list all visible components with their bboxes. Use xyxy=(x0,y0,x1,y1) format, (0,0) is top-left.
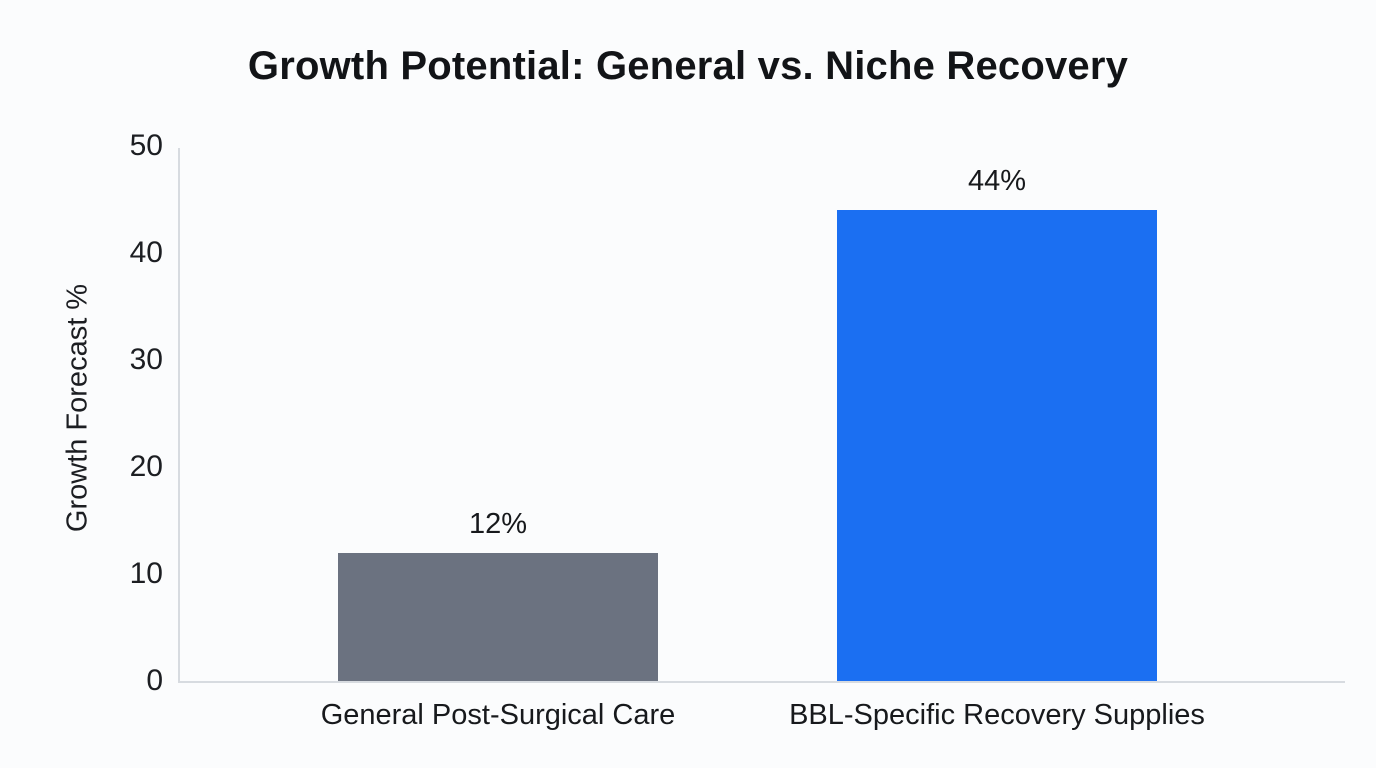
y-tick-label: 30 xyxy=(129,343,163,376)
bar xyxy=(338,552,658,681)
x-category-label: General Post-Surgical Care xyxy=(320,699,676,731)
chart-title: Growth Potential: General vs. Niche Reco… xyxy=(247,44,1129,88)
x-category-label: BBL-Specific Recovery Supplies xyxy=(789,699,1205,731)
y-tick-label: 0 xyxy=(146,664,163,697)
y-axis-label: Growth Forecast % xyxy=(61,283,94,533)
y-tick-label: 50 xyxy=(129,129,163,162)
y-tick-label: 20 xyxy=(129,450,163,483)
bar-value-label: 44% xyxy=(967,165,1027,198)
bar xyxy=(837,210,1157,681)
y-tick-label: 10 xyxy=(129,557,163,590)
plot-area: 0 10 20 30 40 50 12% General Post-Surgical Car… xyxy=(130,131,1345,731)
bar-value-label: 12% xyxy=(468,507,528,540)
y-tick-label: 40 xyxy=(129,236,163,269)
